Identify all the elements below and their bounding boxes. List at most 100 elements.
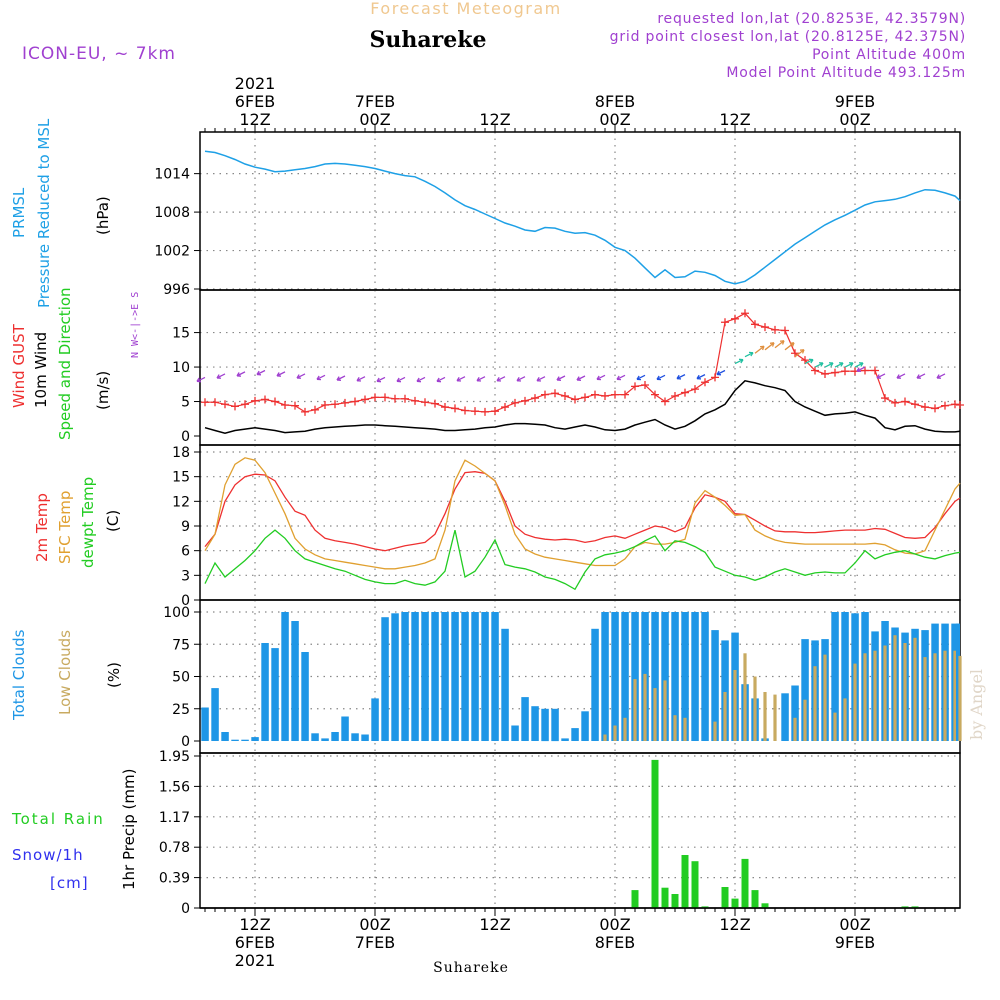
wind-direction-arrow (856, 366, 866, 372)
gust-point (721, 318, 729, 327)
gust-point (291, 401, 299, 410)
gust-point (611, 390, 619, 399)
gust-point (341, 398, 349, 407)
gust-point (731, 314, 739, 323)
gust-point (741, 309, 749, 318)
wind-arrow-head (616, 375, 622, 381)
total-cloud-bar (801, 639, 809, 741)
rain-label: Total Rain (11, 810, 105, 828)
total-cloud-bar (441, 612, 449, 741)
wind-arrow-head (636, 375, 642, 381)
wind-direction-arrow (216, 373, 226, 379)
low-cloud-bar (723, 692, 727, 741)
total-cloud-bar (391, 613, 399, 741)
total-cloud-bar (401, 612, 409, 741)
low-cloud-bar (823, 654, 827, 741)
total-cloud-bar (471, 612, 479, 741)
wind-direction-arrow (396, 376, 406, 382)
gust-point (461, 406, 469, 415)
rain-bar (651, 759, 659, 908)
total-cloud-bar (701, 612, 709, 741)
total-cloud-bar (571, 728, 579, 741)
gust-point (251, 396, 259, 405)
top-time-label: 12Z (479, 110, 510, 129)
wind-direction-arrow (676, 374, 686, 380)
total-cloud-bar (291, 621, 299, 741)
total-cloud-bar (561, 738, 569, 741)
wind-arrow-head (896, 374, 902, 379)
temp-unit: (C) (104, 510, 122, 532)
wind-arrow-head (676, 374, 682, 380)
wind-arrow-head (759, 345, 765, 351)
wind-direction-arrow (476, 376, 486, 382)
low-cloud-bar (673, 715, 677, 741)
forecast-title: Forecast Meteogram (370, 0, 561, 18)
temp-title-2: SFC Temp (56, 491, 74, 564)
low-cloud-bar (613, 725, 617, 741)
rain-bar (731, 898, 739, 908)
top-time-label: 00Z (359, 110, 390, 129)
gust-point (781, 326, 789, 335)
gust-point (241, 400, 249, 409)
total-cloud-bar (631, 612, 639, 741)
low-cloud-bar (883, 645, 887, 741)
low-cloud-bar (873, 650, 877, 741)
total-cloud-bar (721, 640, 729, 741)
low-cloud-bar (753, 676, 757, 741)
y-tick-label: 75 (172, 637, 190, 653)
wind-unit: (m/s) (94, 371, 112, 410)
gust-point (551, 389, 559, 398)
bottom-time-label: 12Z (239, 915, 270, 934)
gust-point (311, 405, 319, 414)
low-cloud-bar (833, 712, 837, 741)
total-cloud-bar (251, 737, 259, 741)
wind-direction-arrow (296, 373, 306, 379)
y-tick-label: 10 (172, 360, 190, 376)
total-cloud-bar (956, 623, 960, 741)
wind-arrow-head (696, 374, 702, 380)
wind-direction-arrow (734, 359, 744, 365)
low-cloud-bar (773, 694, 777, 741)
gust-point (601, 392, 609, 401)
gust-point (751, 320, 759, 329)
snow-unit-label: [cm] (50, 874, 89, 892)
y-tick-label: 6 (181, 544, 190, 560)
wind-arrow-head (818, 362, 824, 367)
y-tick-label: 0 (181, 593, 190, 609)
wind-direction-arrow (316, 374, 326, 380)
bottom-time-label: 12Z (479, 915, 510, 934)
top-time-label: 8FEB (595, 92, 635, 111)
wind-arrow-head (748, 351, 754, 357)
gust-point (501, 403, 509, 412)
total-cloud-bar (841, 612, 849, 741)
wind-arrow-head (576, 376, 582, 381)
low-cloud-bar (853, 663, 857, 741)
snow-label: Snow/1h (12, 846, 84, 864)
low-cloud-bar (913, 637, 917, 741)
rain-bar (691, 861, 699, 908)
low-cloud-bar (813, 666, 817, 741)
rain-bar (671, 894, 679, 908)
wind-arrow-head (856, 367, 862, 373)
panel-frame (199, 444, 961, 601)
wind-direction-arrow (656, 374, 666, 380)
model-label: ICON-EU, ~ 7km (22, 44, 176, 64)
gust-point (881, 394, 889, 403)
gust-point (491, 407, 499, 416)
gust-point (821, 369, 829, 378)
wind-arrow-head (828, 362, 834, 367)
total-cloud-bar (791, 685, 799, 741)
panel-frame (199, 289, 961, 446)
cloud-unit: (%) (105, 662, 123, 688)
low-cloud-bar (923, 657, 927, 741)
gust-point (951, 400, 959, 409)
temp-title-3: dewpt Temp (79, 477, 97, 568)
y-tick-label: 18 (172, 445, 190, 461)
y-tick-label: 3 (181, 568, 190, 584)
wind-direction-arrow (596, 374, 606, 380)
y-tick-label: 9 (181, 519, 190, 535)
total-cloud-bar (711, 630, 719, 741)
bottom-time-label: 7FEB (355, 933, 395, 952)
